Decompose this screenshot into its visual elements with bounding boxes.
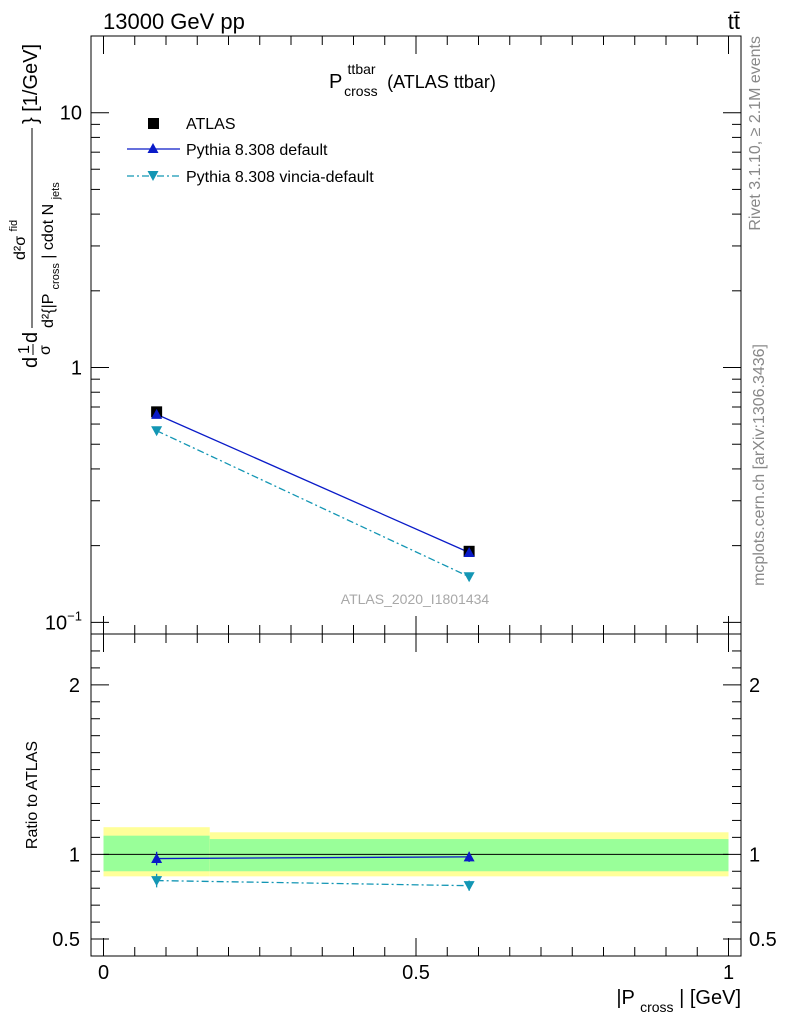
- main-ytick-label: 10: [60, 103, 82, 125]
- xlabel-main: |P: [616, 987, 634, 1009]
- ylabel-inner-num-main: d²σ: [12, 236, 29, 260]
- header-right: tt̄: [728, 9, 740, 34]
- ratio-ytick-label-right: 0.5: [749, 929, 777, 951]
- main-series: [151, 406, 475, 583]
- plot-title: P ttbar cross (ATLAS ttbar): [329, 57, 496, 101]
- xlabel-rest: | [GeV]: [679, 987, 741, 1009]
- ratio-panel-frame: [90, 633, 742, 957]
- ylabel-d1: d: [20, 357, 42, 368]
- main-point-vincia: [463, 572, 475, 583]
- legend-marker-default: [147, 143, 159, 153]
- header-left: 13000 GeV pp: [103, 9, 245, 34]
- ratio-ytick-label-right: 1: [749, 844, 760, 866]
- ylabel-inner-num: d²σ fid: [8, 220, 29, 260]
- main-ytick-label-base: 1: [71, 358, 82, 380]
- legend: ATLAS Pythia 8.308 default Pythia 8.308 …: [127, 116, 374, 186]
- ratio-ytick-label-left: 0.5: [52, 929, 80, 951]
- title-sub: cross: [344, 83, 377, 99]
- main-point-default: [463, 546, 475, 557]
- main-ytick-label: 1: [71, 358, 82, 380]
- main-y-axis-label: d 1 σ d d²σ fid d²{|P cross | cdot N jet…: [8, 44, 63, 368]
- ratio-point-vincia: [463, 881, 475, 892]
- x-tick-label: 0.5: [402, 962, 430, 984]
- legend-label-vincia: Pythia 8.308 vincia-default: [186, 169, 374, 186]
- x-axis-label: |P cross | [GeV]: [616, 987, 741, 1017]
- ratio-y-tick-labels: 0.5 0.5 1 1 2 2: [52, 675, 777, 951]
- ylabel-den-sub2: jets: [50, 182, 62, 201]
- ratio-series: [151, 851, 475, 892]
- ratio-series-line-vincia: [156, 879, 470, 887]
- ratio-point-vincia: [151, 876, 163, 887]
- ylabel-inner-num-sup: fid: [8, 220, 20, 232]
- rivet-label: Rivet 3.1.10, ≥ 2.1M events: [747, 36, 764, 231]
- ratio-axis-ticks: [91, 633, 741, 957]
- ylabel-unit: } [1/GeV]: [20, 44, 42, 124]
- xlabel-sub: cross: [640, 999, 673, 1015]
- ratio-point-default: [151, 853, 163, 864]
- main-axis-ticks: [91, 35, 741, 635]
- x-tick-label: 0: [98, 962, 109, 984]
- ratio-series-line-default: [156, 856, 470, 860]
- ratio-ytick-label-left: 2: [69, 675, 80, 697]
- legend-marker-vincia: [147, 171, 159, 181]
- ylabel-frac-num: 1: [16, 345, 33, 354]
- main-ytick-label-base: 10: [45, 612, 67, 634]
- main-ytick-label-exp: −1: [67, 608, 82, 623]
- ylabel-d2: d: [20, 332, 42, 343]
- main-point-default: [151, 408, 163, 419]
- ylabel-inner-den: d²{|P cross | cdot N jets: [40, 182, 63, 328]
- ratio-uncertainty-bands: [103, 827, 729, 877]
- ylabel-den-sub: cross: [50, 263, 62, 290]
- legend-marker-atlas: [148, 118, 159, 129]
- title-suffix: (ATLAS ttbar): [387, 72, 496, 92]
- ylabel-den-rest: | cdot N: [40, 204, 57, 259]
- legend-label-default: Pythia 8.308 default: [186, 142, 328, 159]
- ratio-ytick-label-left: 1: [69, 844, 80, 866]
- mcplots-label: mcplots.cern.ch [arXiv:1306.3436]: [751, 344, 768, 586]
- ratio-y-axis-label: Ratio to ATLAS: [24, 741, 41, 849]
- analysis-id: ATLAS_2020_I1801434: [341, 591, 490, 607]
- main-ytick-label-base: 10: [60, 103, 82, 125]
- ylabel-frac-den: σ: [37, 345, 54, 355]
- main-series-line-vincia: [156, 430, 470, 578]
- main-point-vincia: [151, 426, 163, 437]
- legend-label-atlas: ATLAS: [186, 116, 236, 133]
- title-main: P: [329, 71, 342, 93]
- ylabel-den-a: d²{|P: [40, 294, 57, 328]
- ratio-point-default: [463, 851, 475, 862]
- ratio-ytick-label-right: 2: [749, 675, 760, 697]
- x-tick-label: 1: [723, 962, 734, 984]
- x-tick-labels: 0 0.5 1: [98, 962, 734, 984]
- main-ytick-label: 10−1: [45, 608, 82, 634]
- title-sup: ttbar: [348, 61, 376, 77]
- main-series-line-default: [156, 413, 470, 554]
